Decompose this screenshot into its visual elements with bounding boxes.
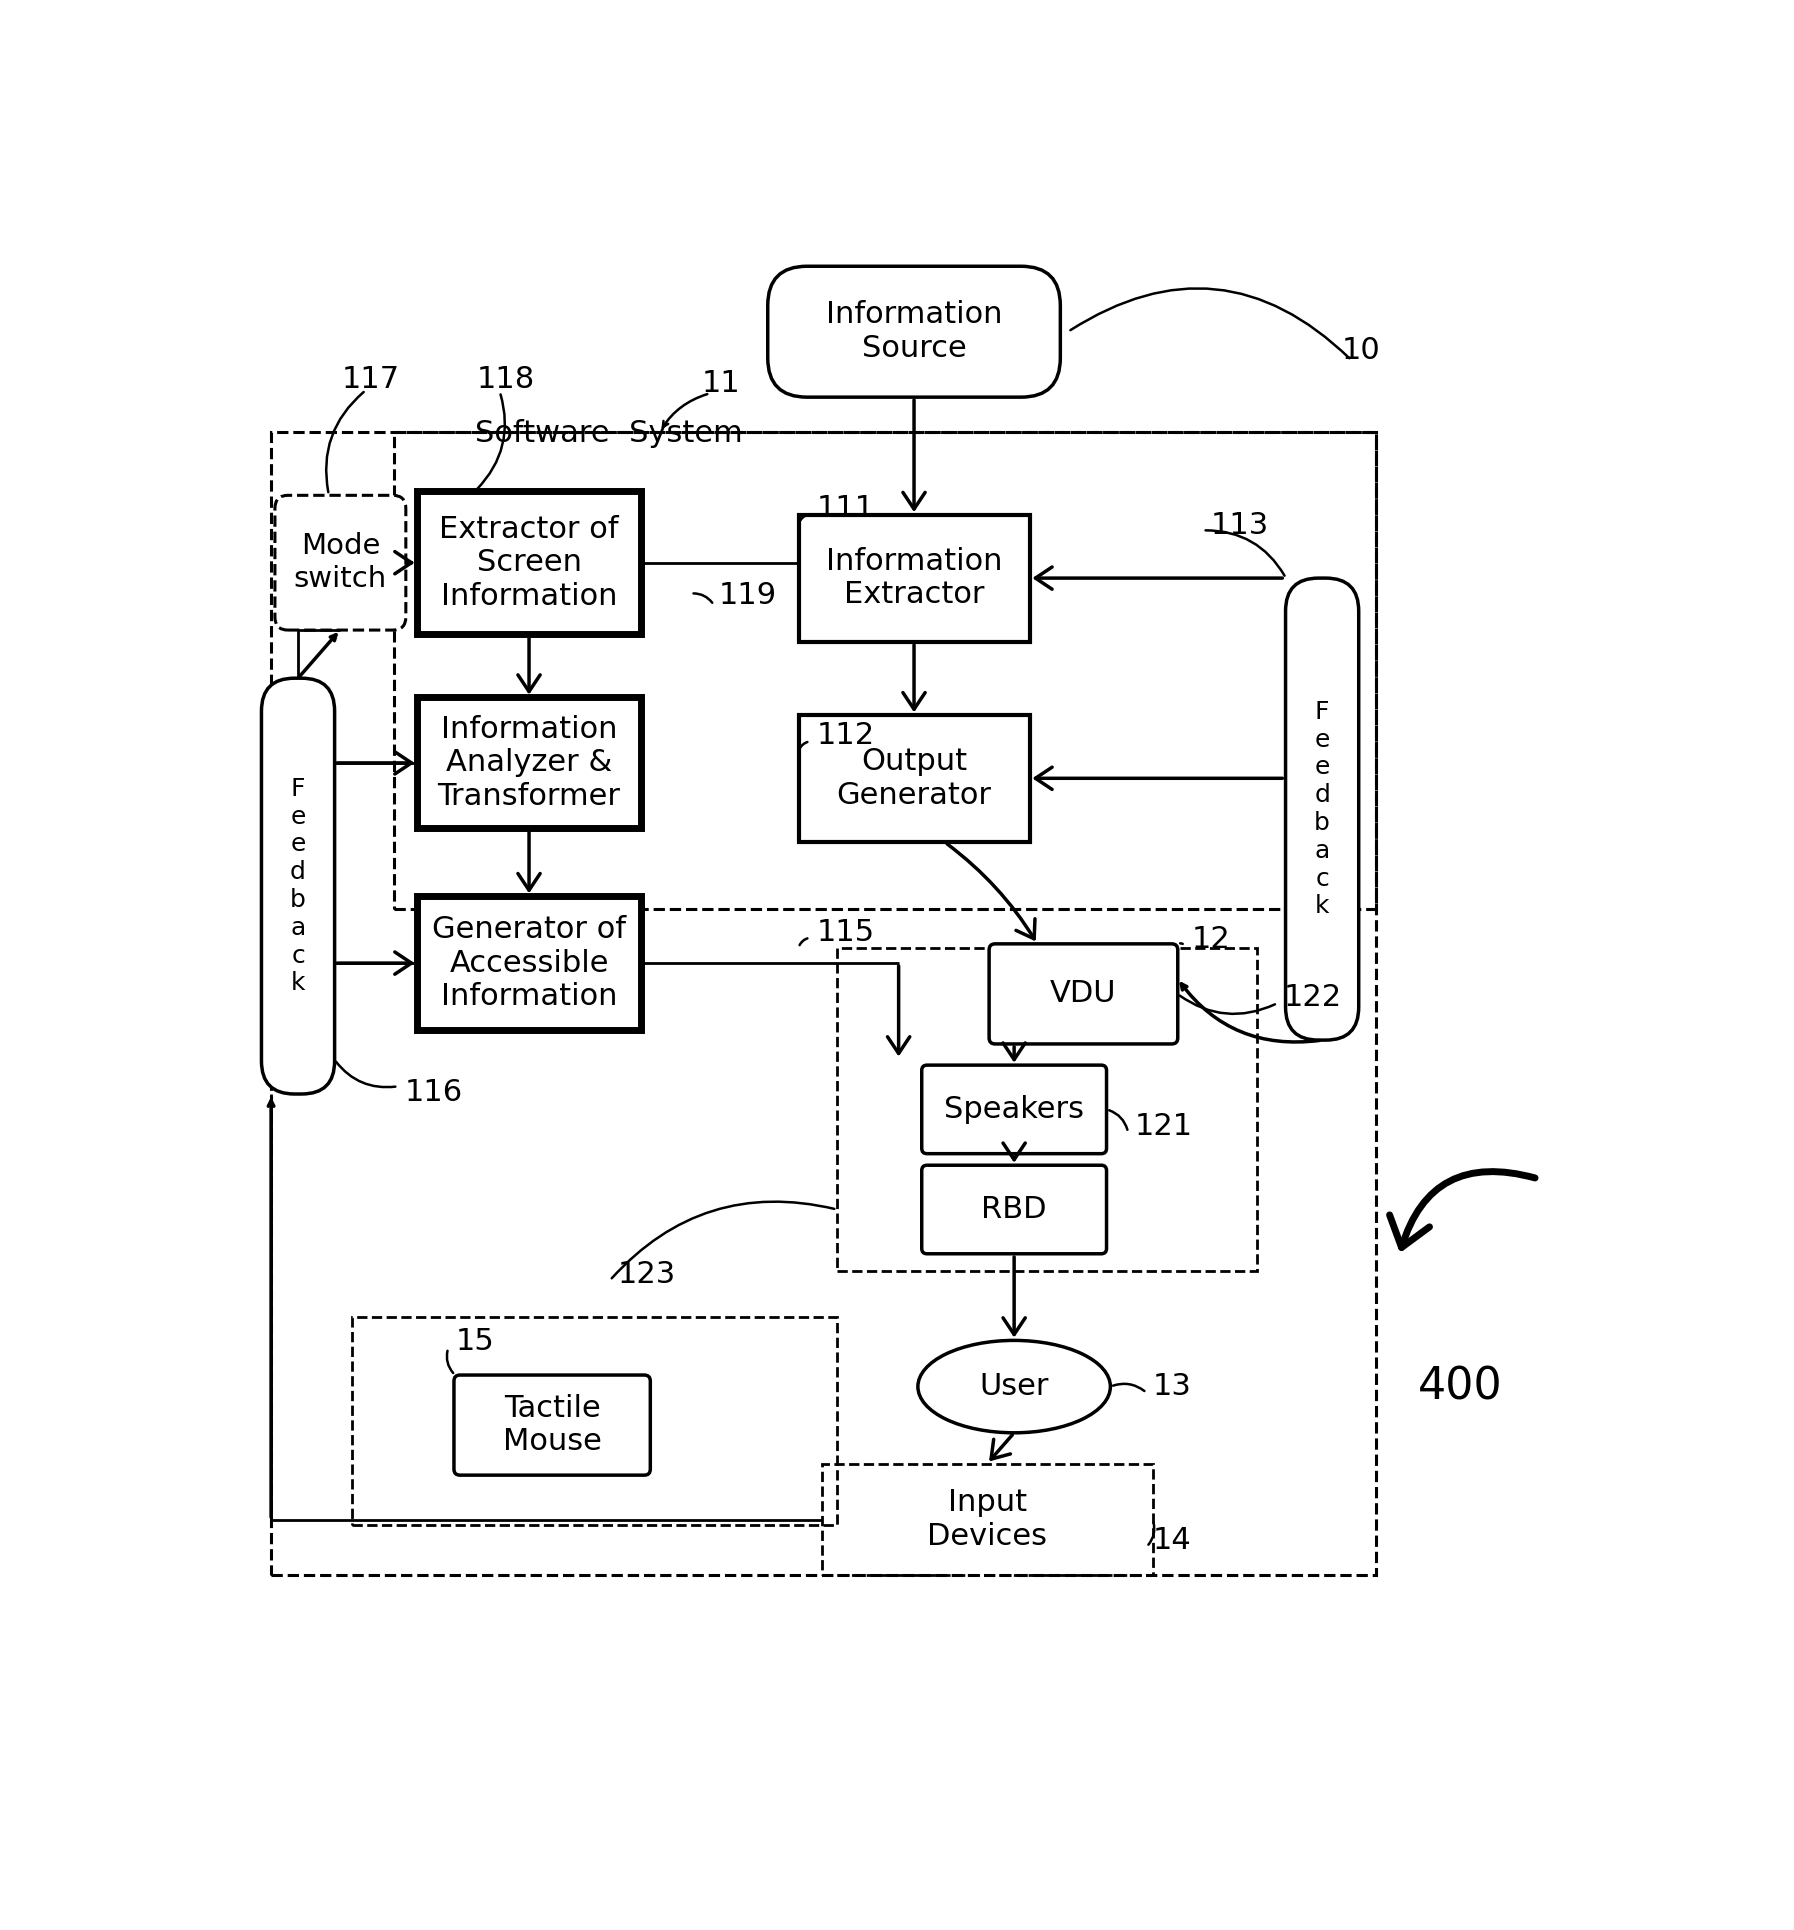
Bar <box>798 714 1030 841</box>
Text: Software  System: Software System <box>475 419 743 448</box>
Text: VDU: VDU <box>1049 979 1116 1007</box>
Text: Output
Generator: Output Generator <box>836 747 992 809</box>
Bar <box>418 896 640 1031</box>
Text: 13: 13 <box>1154 1372 1191 1401</box>
Ellipse shape <box>818 309 1010 380</box>
Bar <box>418 492 640 633</box>
Text: 118: 118 <box>477 365 535 394</box>
Ellipse shape <box>958 286 1033 342</box>
Text: 112: 112 <box>816 722 875 751</box>
Text: 113: 113 <box>1211 511 1268 540</box>
Text: Tactile
Mouse: Tactile Mouse <box>502 1393 601 1457</box>
Bar <box>798 515 1030 641</box>
Text: Speakers: Speakers <box>944 1094 1084 1123</box>
Bar <box>822 1463 1154 1575</box>
Text: 111: 111 <box>816 494 875 523</box>
Ellipse shape <box>779 303 843 361</box>
Text: F
e
e
d
b
a
c
k: F e e d b a c k <box>291 776 307 996</box>
Text: 123: 123 <box>617 1260 676 1289</box>
Ellipse shape <box>985 303 1049 361</box>
Text: 11: 11 <box>701 369 741 398</box>
Text: F
e
e
d
b
a
c
k: F e e d b a c k <box>1315 701 1329 919</box>
FancyBboxPatch shape <box>262 677 335 1094</box>
Text: 117: 117 <box>343 365 400 394</box>
Bar <box>271 432 1376 1575</box>
Ellipse shape <box>919 1341 1110 1432</box>
Text: 119: 119 <box>718 581 777 610</box>
Bar <box>352 1318 838 1525</box>
Text: 12: 12 <box>1191 926 1231 955</box>
Text: 116: 116 <box>404 1079 463 1108</box>
Text: User: User <box>980 1372 1049 1401</box>
FancyBboxPatch shape <box>988 944 1177 1044</box>
Text: Generator of
Accessible
Information: Generator of Accessible Information <box>432 915 626 1011</box>
Text: 122: 122 <box>1285 982 1342 1011</box>
Text: 15: 15 <box>456 1328 495 1357</box>
Text: 115: 115 <box>816 919 875 948</box>
FancyBboxPatch shape <box>274 496 405 629</box>
Text: Information
Analyzer &
Transformer: Information Analyzer & Transformer <box>438 714 621 811</box>
Bar <box>418 697 640 828</box>
FancyBboxPatch shape <box>922 1166 1107 1254</box>
Bar <box>395 432 1376 909</box>
Text: 121: 121 <box>1136 1112 1193 1141</box>
Text: Extractor of
Screen
Information: Extractor of Screen Information <box>440 515 619 610</box>
Text: RBD: RBD <box>981 1195 1048 1224</box>
Text: Information
Extractor: Information Extractor <box>825 546 1003 610</box>
FancyBboxPatch shape <box>1286 579 1358 1040</box>
Text: 14: 14 <box>1154 1527 1191 1556</box>
FancyBboxPatch shape <box>454 1374 649 1475</box>
Text: Mode
switch: Mode switch <box>294 533 388 593</box>
Bar <box>838 948 1256 1272</box>
FancyBboxPatch shape <box>922 1065 1107 1154</box>
Text: Information
Source: Information Source <box>825 301 1003 363</box>
Text: Input
Devices: Input Devices <box>927 1488 1048 1550</box>
Text: 10: 10 <box>1342 336 1380 365</box>
FancyBboxPatch shape <box>768 266 1060 398</box>
Ellipse shape <box>806 276 893 340</box>
Text: 400: 400 <box>1419 1365 1503 1409</box>
Ellipse shape <box>804 282 1024 380</box>
Ellipse shape <box>879 264 978 332</box>
